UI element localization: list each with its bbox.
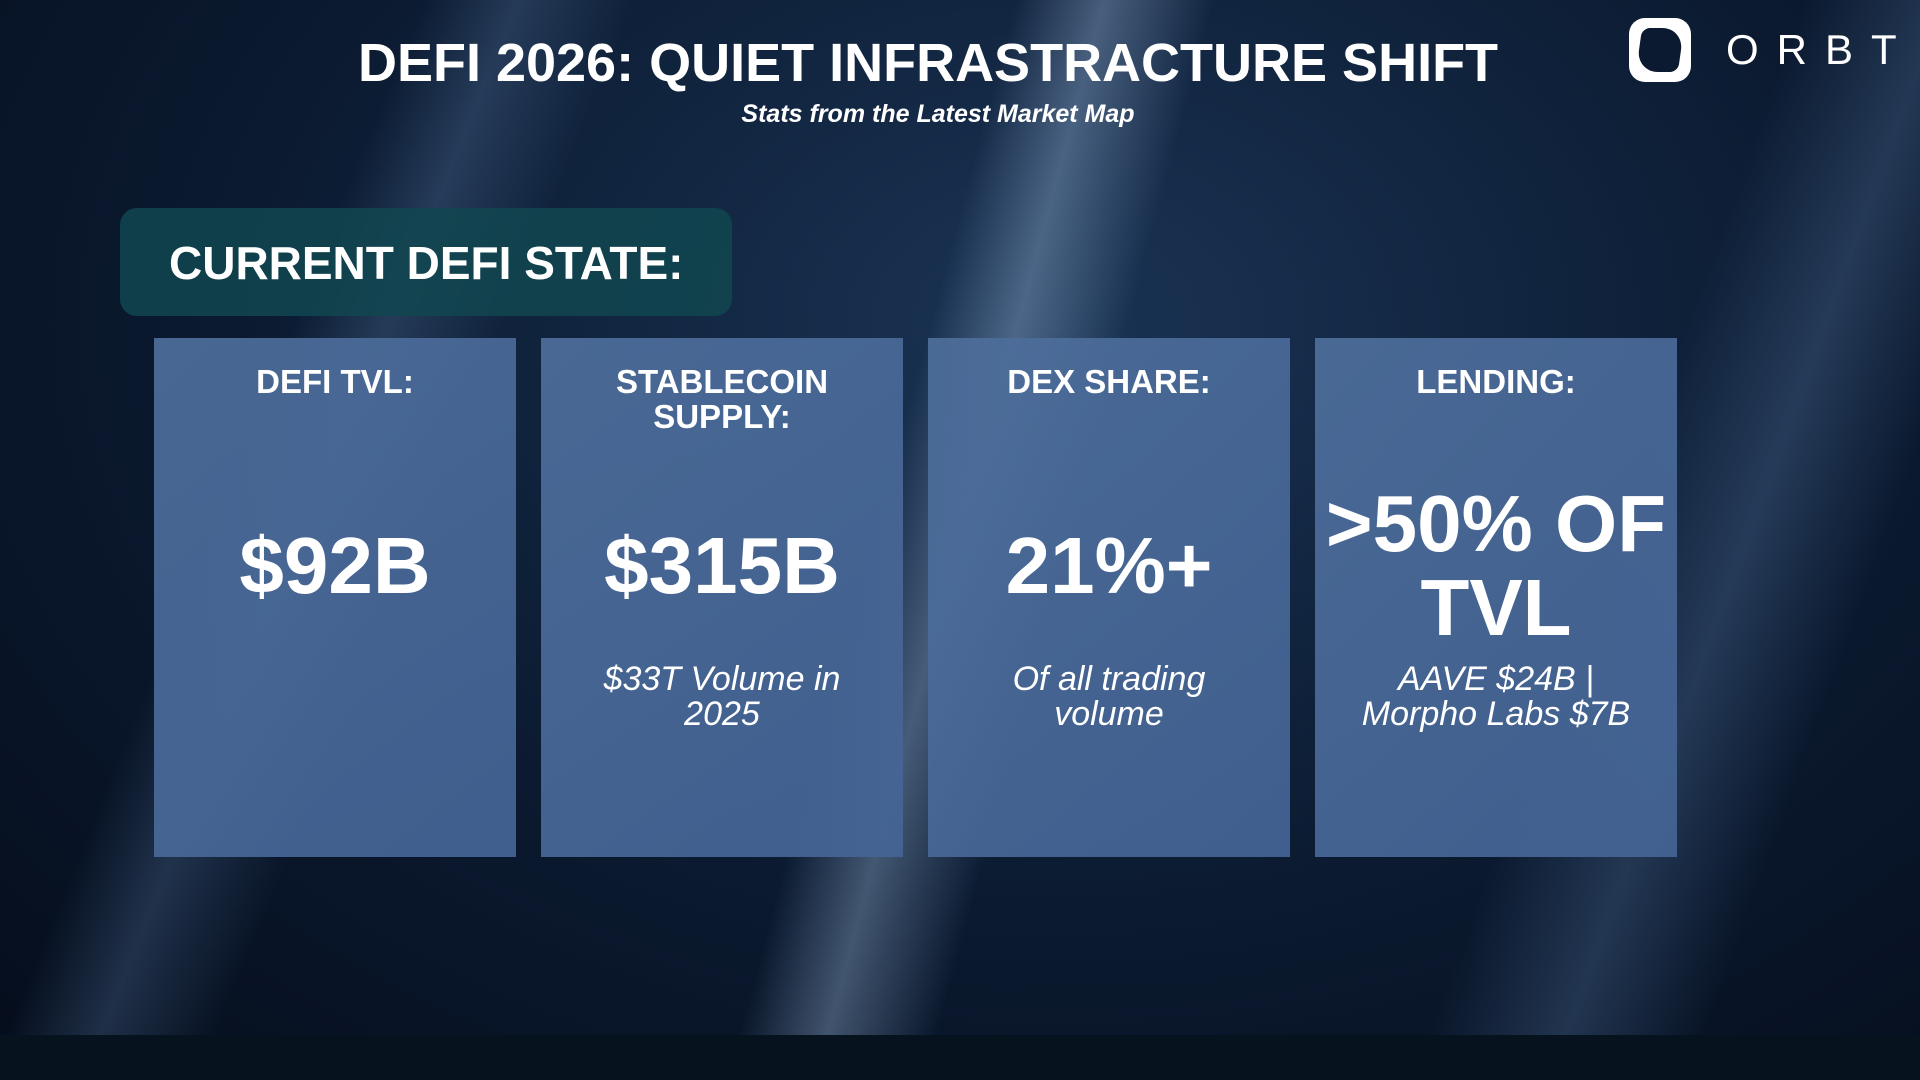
card-title: DEFI TVL:	[256, 363, 414, 400]
stat-card: DEFI TVL: $92B	[154, 338, 516, 857]
stat-card: DEX SHARE: 21%+ Of all trading volume	[928, 338, 1290, 857]
card-title: DEX SHARE:	[1007, 363, 1211, 400]
card-value: $92B	[239, 520, 431, 610]
section-label: CURRENT DEFI STATE:	[169, 237, 684, 289]
section-banner: CURRENT DEFI STATE:	[120, 208, 732, 316]
card-title: STABLECOIN SUPPLY:	[615, 363, 829, 435]
logo-text: ORBT	[1726, 26, 1915, 73]
stat-card: LENDING: >50% OF TVL AAVE $24B | Morpho La…	[1315, 338, 1677, 857]
card-title: LENDING:	[1416, 363, 1576, 400]
title: DEFI 2026: QUIET INFRASTRACTURE SHIFT	[357, 33, 1499, 93]
logo-icon	[1629, 18, 1691, 82]
card-value: $315B	[604, 520, 840, 610]
card-value: >50% OF TVL	[1325, 478, 1667, 652]
card-note: $33T Volume in 2025	[603, 660, 841, 733]
bottom-strip	[0, 1035, 1920, 1080]
subtitle: Stats from the Latest Market Map	[741, 100, 1135, 128]
stat-card: STABLECOIN SUPPLY: $315B $33T Volume in 20…	[541, 338, 903, 857]
card-note: AAVE $24B | Morpho Labs $7B	[1361, 660, 1631, 733]
card-note: Of all trading volume	[1012, 660, 1206, 733]
card-value: 21%+	[1005, 520, 1213, 610]
